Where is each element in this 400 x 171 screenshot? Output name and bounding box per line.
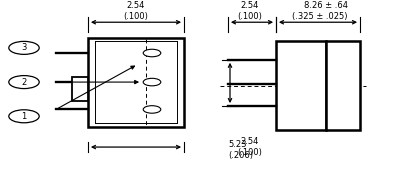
Circle shape <box>143 78 161 86</box>
Text: 2: 2 <box>21 78 27 87</box>
Bar <box>72 77 88 101</box>
Circle shape <box>143 106 161 113</box>
Text: 5.23
(.206): 5.23 (.206) <box>228 140 253 160</box>
Text: 2.54
(.100): 2.54 (.100) <box>238 137 262 157</box>
Text: 2.54
(.100): 2.54 (.100) <box>124 1 148 21</box>
Circle shape <box>9 110 39 123</box>
Text: 2.54
(.100): 2.54 (.100) <box>238 1 262 21</box>
Text: 1: 1 <box>21 112 27 121</box>
Bar <box>276 41 326 130</box>
Circle shape <box>9 41 39 54</box>
Bar <box>88 38 184 127</box>
Text: 3: 3 <box>21 43 27 52</box>
Bar <box>326 41 360 130</box>
Text: 8.26 ± .64
(.325 ± .025): 8.26 ± .64 (.325 ± .025) <box>292 1 348 21</box>
Circle shape <box>143 49 161 57</box>
Circle shape <box>9 76 39 89</box>
